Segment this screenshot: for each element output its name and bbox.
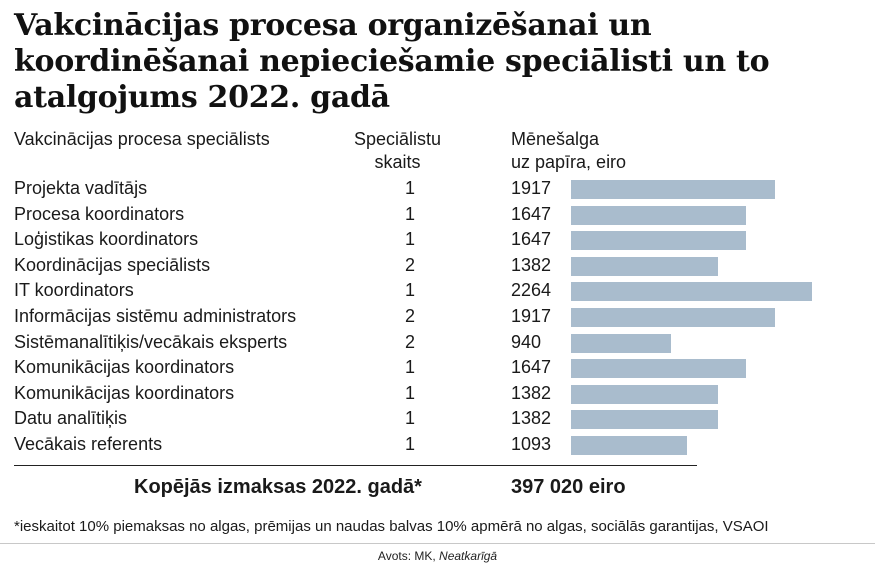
specialist-name: Loģistikas koordinators [14, 229, 199, 250]
salary-bar [571, 384, 719, 404]
salary-bar [571, 359, 747, 379]
source-prefix: Avots: MK, [377, 549, 440, 563]
salary-value: 1382 [511, 382, 552, 403]
table-row: Koordinācijas speciālists 2 1382 [0, 253, 875, 279]
specialist-name: Komunikācijas koordinators [14, 357, 235, 378]
salary-value: 1647 [511, 357, 552, 378]
salary-bar [571, 307, 776, 327]
column-header-salary: Mēnešalga uz papīra, eiro [511, 128, 626, 174]
salary-value: 1647 [511, 203, 552, 224]
salary-bar [571, 282, 812, 302]
salary-value: 1917 [511, 305, 552, 326]
specialist-name: IT koordinators [14, 280, 134, 301]
salary-value: 1917 [511, 178, 552, 198]
specialist-name: Projekta vadītājs [14, 178, 148, 198]
column-header-salary-line2: uz papīra, eiro [511, 152, 627, 172]
salary-value: 1093 [511, 433, 552, 454]
specialist-count: 1 [404, 280, 415, 301]
specialist-name: Datu analītiķis [14, 408, 128, 429]
table-row: Datu analītiķis 1 1382 [0, 406, 875, 432]
total-divider [14, 465, 697, 466]
salary-value: 1647 [511, 229, 552, 250]
table-row: Procesa koordinators 1 1647 [0, 202, 875, 228]
specialist-name: Sistēmanalītiķis/vecākais eksperts [14, 331, 288, 352]
specialist-count: 2 [404, 254, 415, 275]
specialist-count: 1 [404, 382, 415, 403]
specialist-name: Koordinācijas speciālists [14, 254, 211, 275]
specialist-count: 1 [404, 203, 415, 224]
salary-bar [571, 435, 688, 455]
footnote: *ieskaitot 10% piemaksas no algas, prēmi… [14, 518, 769, 535]
column-header-count: Speciālistu skaits [345, 128, 450, 174]
table-row: Vecākais referents 1 1093 [0, 432, 875, 458]
table-row: Sistēmanalītiķis/vecākais eksperts 2 940 [0, 330, 875, 356]
salary-bar [571, 256, 719, 276]
specialist-count: 1 [404, 433, 415, 454]
column-header-salary-line1: Mēnešalga [511, 129, 600, 149]
specialist-count: 1 [404, 408, 415, 429]
table-row: IT koordinators 1 2264 [0, 278, 875, 304]
source-line: Avots: MK, Neatkarīgā [0, 548, 875, 564]
total-value: 397 020 eiro [511, 476, 626, 498]
table-row: Projekta vadītājs 1 1917 [0, 176, 875, 202]
chart-title: Vakcinācijas procesa organizēšanai un ko… [14, 8, 770, 115]
column-header-count-line1: Speciālistu [353, 129, 442, 149]
table-row: Loģistikas koordinators 1 1647 [0, 227, 875, 253]
salary-bar [571, 180, 776, 199]
table-row: Komunikācijas koordinators 1 1647 [0, 355, 875, 381]
salary-value: 2264 [511, 280, 552, 301]
salary-bar [571, 205, 747, 225]
column-header-count-line2: skaits [374, 152, 421, 172]
specialist-count: 1 [404, 357, 415, 378]
salary-value: 1382 [511, 408, 552, 429]
specialist-count: 1 [404, 178, 415, 198]
salary-value: 1382 [511, 254, 552, 275]
specialist-count: 2 [404, 305, 415, 326]
source-publication: Neatkarīgā [439, 549, 498, 563]
specialist-count: 2 [404, 331, 415, 352]
table-row: Informācijas sistēmu administrators 2 1917 [0, 304, 875, 330]
salary-bar [571, 410, 719, 430]
salary-bar [571, 333, 672, 353]
specialist-name: Komunikācijas koordinators [14, 382, 235, 403]
column-header-specialist: Vakcinācijas procesa speciālists [14, 129, 270, 149]
footer-divider [0, 543, 875, 544]
data-table: Projekta vadītājs 1 1917 Procesa koordinato… [0, 176, 875, 458]
table-row: Komunikācijas koordinators 1 1382 [0, 381, 875, 407]
specialist-name: Informācijas sistēmu administrators [14, 305, 297, 326]
specialist-name: Procesa koordinators [14, 203, 185, 224]
specialist-name: Vecākais referents [14, 433, 163, 454]
specialist-count: 1 [404, 229, 415, 250]
total-label: Kopējās izmaksas 2022. gadā* [134, 476, 422, 498]
salary-value: 940 [511, 331, 542, 352]
salary-bar [571, 231, 747, 251]
